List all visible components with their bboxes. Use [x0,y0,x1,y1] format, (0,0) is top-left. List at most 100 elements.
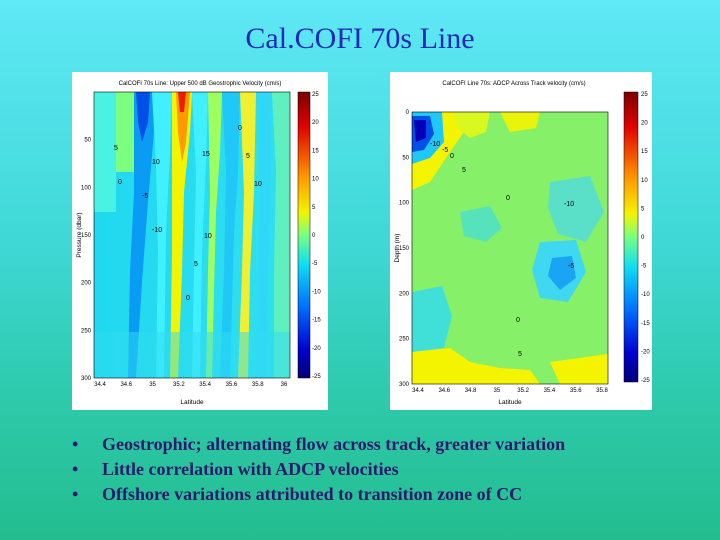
contour-label: 0 [118,179,122,186]
x-tick-labels: 34.4 34.6 34.8 35 35.2 35.4 35.6 35.8 [412,388,608,394]
colorbar-tick-labels: 25 20 15 10 5 0 -5 -10 -15 -20 -25 [641,92,650,384]
colorbar-tick-label: -5 [312,261,318,267]
bullet-list: • Geostrophic; alternating flow across tr… [72,432,712,507]
x-tick-label: 35.6 [226,382,238,388]
chart-title: CalCOFI 70s Line: Upper 500 dB Geostroph… [119,81,282,87]
chart-title: CalCOFI Line 70s: ADCP Across Track velo… [442,81,585,87]
contour-label: 5 [246,153,250,160]
x-tick-label: 34.4 [94,382,106,388]
y-tick-label: 100 [81,185,92,191]
x-tick-labels: 34.4 34.6 35 35.2 35.4 35.6 35.8 36 [94,382,288,388]
colorbar-tick-label: -15 [312,318,321,324]
y-tick-label: 0 [406,110,410,116]
colorbar-tick-label: -25 [641,378,650,384]
x-tick-label: 35.2 [173,382,185,388]
contour-label: 0 [506,195,510,202]
contour-label: -10 [564,201,574,208]
contour-label: -10 [430,141,440,148]
colorbar-tick-label: -10 [641,292,650,298]
x-tick-label: 35.6 [570,388,582,394]
colorbar-tick-label: -5 [641,264,647,270]
colorbar-tick-label: 20 [641,121,648,127]
y-tick-labels: 50 100 150 200 250 300 [81,138,92,382]
colorbar-tick-label: -15 [641,321,650,327]
y-tick-label: 200 [81,281,92,287]
y-tick-label: 250 [399,337,410,343]
bullet-item: • Geostrophic; alternating flow across tr… [72,432,712,457]
bullet-dot: • [72,484,79,504]
geostrophic-color-field [94,92,290,378]
y-axis-label: Depth (m) [394,234,401,263]
x-tick-label: 34.4 [412,388,424,394]
contour-labels: -10 -5 0 5 0 -10 -5 0 5 [430,141,574,358]
bullet-text: Little correlation with ADCP velocities [102,459,399,479]
x-tick-label: 35 [494,388,501,394]
contour-label: 0 [186,295,190,302]
contour-label: 5 [462,167,466,174]
contour-labels: 5 10 15 0 5 10 -5 0 10 -10 5 0 [114,125,262,302]
y-axis-label: Pressure (dbar) [76,212,83,257]
plot-frame [93,91,291,379]
bullet-text: Offshore variations attributed to transi… [102,484,523,504]
adcp-chart-svg: CalCOFI Line 70s: ADCP Across Track velo… [394,81,650,406]
bullet-item: • Little correlation with ADCP velocities [72,457,712,482]
y-tick-label: 300 [399,382,410,388]
y-tick-label: 50 [402,155,409,161]
contour-label: 5 [194,261,198,268]
y-tick-label: 300 [81,376,92,382]
x-tick-label: 35.2 [517,388,529,394]
colorbar-tick-label: -25 [312,374,321,380]
x-tick-label: 35 [149,382,156,388]
y-tick-label: 150 [81,233,92,239]
y-tick-label: 100 [399,201,410,207]
colorbar [297,91,311,379]
colorbar-tick-label: 10 [312,177,319,183]
contour-label: -5 [442,147,448,154]
x-tick-label: 34.6 [120,382,132,388]
bullet-item: • Offshore variations attributed to trans… [72,482,712,507]
x-tick-label: 35.4 [199,382,211,388]
y-tick-labels: 0 50 100 150 200 250 300 [399,110,410,388]
contour-label: 10 [152,159,160,166]
x-axis-label: Latitude [498,399,522,406]
adcp-velocity-chart: CalCOFI Line 70s: ADCP Across Track velo… [390,72,652,410]
colorbar-tick-label: -20 [641,349,650,355]
colorbar-tick-label: 20 [312,120,319,126]
colorbar [623,91,639,383]
x-tick-label: 34.8 [465,388,477,394]
contour-label: -5 [142,193,148,200]
colorbar-tick-label: 5 [312,205,316,211]
slide-title: Cal.COFI 70s Line [245,22,475,55]
colorbar-tick-label: 15 [312,148,319,154]
x-axis-label: Latitude [180,399,204,406]
colorbar-tick-label: 0 [312,233,316,239]
contour-label: 10 [204,233,212,240]
colorbar-tick-label: 0 [641,235,645,241]
adcp-color-field [412,112,608,384]
bullet-dot: • [72,434,79,454]
x-tick-label: 36 [281,382,288,388]
x-tick-label: 34.6 [438,388,450,394]
x-tick-label: 35.8 [252,382,264,388]
plot-frame [411,111,609,385]
contour-label: 5 [114,145,118,152]
contour-label: 5 [518,351,522,358]
contour-label: -5 [568,263,574,270]
bullet-text: Geostrophic; alternating flow across tra… [102,434,566,454]
contour-label: 10 [254,181,262,188]
colorbar-tick-label: 10 [641,178,648,184]
colorbar-tick-labels: 25 20 15 10 5 0 -5 -10 -15 -20 -25 [312,92,321,380]
contour-label: 0 [238,125,242,132]
bullet-dot: • [72,459,79,479]
geostrophic-chart-svg: CalCOFI 70s Line: Upper 500 dB Geostroph… [76,81,321,406]
colorbar-tick-label: 15 [641,149,648,155]
x-tick-label: 35.4 [544,388,556,394]
y-tick-label: 150 [399,246,410,252]
contour-label: 15 [202,151,210,158]
y-tick-label: 250 [81,328,92,334]
x-tick-label: 35.8 [596,388,608,394]
colorbar-tick-label: 25 [312,92,319,98]
y-tick-label: 50 [84,138,91,144]
y-tick-label: 200 [399,291,410,297]
colorbar-tick-label: 5 [641,206,645,212]
